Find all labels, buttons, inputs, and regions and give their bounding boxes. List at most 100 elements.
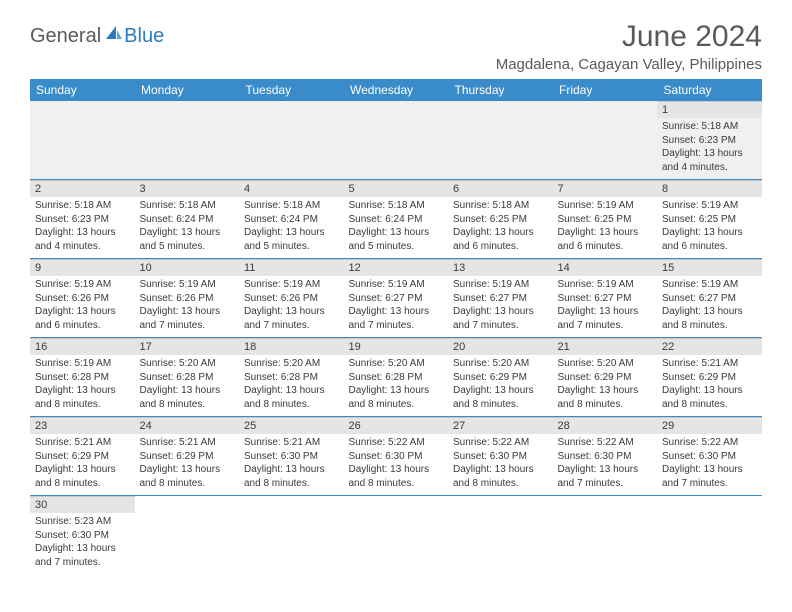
calendar-cell bbox=[553, 101, 658, 180]
daylight-line: Daylight: 13 hours and 4 minutes. bbox=[662, 147, 757, 174]
calendar-week: 9Sunrise: 5:19 AMSunset: 6:26 PMDaylight… bbox=[30, 259, 762, 338]
day-content: Sunrise: 5:21 AMSunset: 6:30 PMDaylight:… bbox=[239, 434, 344, 494]
logo: General Blue bbox=[30, 24, 164, 48]
calendar-cell: 3Sunrise: 5:18 AMSunset: 6:24 PMDaylight… bbox=[135, 180, 240, 259]
calendar-cell: 23Sunrise: 5:21 AMSunset: 6:29 PMDayligh… bbox=[30, 417, 135, 496]
sunset-line: Sunset: 6:28 PM bbox=[349, 371, 444, 385]
day-content: Sunrise: 5:19 AMSunset: 6:26 PMDaylight:… bbox=[135, 276, 240, 336]
sunset-line: Sunset: 6:30 PM bbox=[558, 450, 653, 464]
day-number: 28 bbox=[553, 417, 658, 434]
calendar-cell bbox=[135, 101, 240, 180]
month-title: June 2024 bbox=[496, 20, 762, 54]
day-content: Sunrise: 5:20 AMSunset: 6:29 PMDaylight:… bbox=[553, 355, 658, 415]
day-content: Sunrise: 5:18 AMSunset: 6:23 PMDaylight:… bbox=[657, 118, 762, 178]
sunrise-line: Sunrise: 5:18 AM bbox=[662, 120, 757, 134]
logo-text-2: Blue bbox=[124, 25, 164, 48]
daylight-line: Daylight: 13 hours and 8 minutes. bbox=[662, 384, 757, 411]
calendar-cell bbox=[344, 496, 449, 575]
day-number: 1 bbox=[657, 101, 762, 118]
day-number: 22 bbox=[657, 338, 762, 355]
daylight-line: Daylight: 13 hours and 8 minutes. bbox=[244, 463, 339, 490]
day-number: 24 bbox=[135, 417, 240, 434]
day-number: 23 bbox=[30, 417, 135, 434]
day-number: 21 bbox=[553, 338, 658, 355]
sunrise-line: Sunrise: 5:22 AM bbox=[662, 436, 757, 450]
daylight-line: Daylight: 13 hours and 8 minutes. bbox=[140, 384, 235, 411]
calendar-cell bbox=[30, 101, 135, 180]
sunrise-line: Sunrise: 5:20 AM bbox=[453, 357, 548, 371]
weekday-header: Thursday bbox=[448, 79, 553, 101]
calendar-cell: 19Sunrise: 5:20 AMSunset: 6:28 PMDayligh… bbox=[344, 338, 449, 417]
day-number: 2 bbox=[30, 180, 135, 197]
day-content: Sunrise: 5:18 AMSunset: 6:24 PMDaylight:… bbox=[239, 197, 344, 257]
calendar-cell: 12Sunrise: 5:19 AMSunset: 6:27 PMDayligh… bbox=[344, 259, 449, 338]
day-content: Sunrise: 5:21 AMSunset: 6:29 PMDaylight:… bbox=[30, 434, 135, 494]
sunset-line: Sunset: 6:29 PM bbox=[453, 371, 548, 385]
sunset-line: Sunset: 6:30 PM bbox=[349, 450, 444, 464]
calendar-cell: 30Sunrise: 5:23 AMSunset: 6:30 PMDayligh… bbox=[30, 496, 135, 575]
day-content: Sunrise: 5:20 AMSunset: 6:28 PMDaylight:… bbox=[135, 355, 240, 415]
sunset-line: Sunset: 6:30 PM bbox=[244, 450, 339, 464]
calendar-cell: 9Sunrise: 5:19 AMSunset: 6:26 PMDaylight… bbox=[30, 259, 135, 338]
sunset-line: Sunset: 6:24 PM bbox=[244, 213, 339, 227]
sunrise-line: Sunrise: 5:18 AM bbox=[35, 199, 130, 213]
sunset-line: Sunset: 6:30 PM bbox=[662, 450, 757, 464]
sunset-line: Sunset: 6:23 PM bbox=[662, 134, 757, 148]
daylight-line: Daylight: 13 hours and 8 minutes. bbox=[349, 384, 444, 411]
calendar-cell: 4Sunrise: 5:18 AMSunset: 6:24 PMDaylight… bbox=[239, 180, 344, 259]
sunrise-line: Sunrise: 5:19 AM bbox=[35, 278, 130, 292]
sunset-line: Sunset: 6:27 PM bbox=[662, 292, 757, 306]
daylight-line: Daylight: 13 hours and 5 minutes. bbox=[244, 226, 339, 253]
calendar-cell: 13Sunrise: 5:19 AMSunset: 6:27 PMDayligh… bbox=[448, 259, 553, 338]
daylight-line: Daylight: 13 hours and 8 minutes. bbox=[453, 384, 548, 411]
day-content: Sunrise: 5:18 AMSunset: 6:24 PMDaylight:… bbox=[344, 197, 449, 257]
day-content: Sunrise: 5:19 AMSunset: 6:27 PMDaylight:… bbox=[448, 276, 553, 336]
sunset-line: Sunset: 6:29 PM bbox=[662, 371, 757, 385]
day-content: Sunrise: 5:19 AMSunset: 6:27 PMDaylight:… bbox=[553, 276, 658, 336]
daylight-line: Daylight: 13 hours and 7 minutes. bbox=[140, 305, 235, 332]
sunrise-line: Sunrise: 5:20 AM bbox=[349, 357, 444, 371]
sunrise-line: Sunrise: 5:20 AM bbox=[140, 357, 235, 371]
daylight-line: Daylight: 13 hours and 7 minutes. bbox=[558, 305, 653, 332]
sunrise-line: Sunrise: 5:22 AM bbox=[558, 436, 653, 450]
day-content: Sunrise: 5:18 AMSunset: 6:25 PMDaylight:… bbox=[448, 197, 553, 257]
sunrise-line: Sunrise: 5:18 AM bbox=[453, 199, 548, 213]
sunset-line: Sunset: 6:29 PM bbox=[140, 450, 235, 464]
day-content: Sunrise: 5:19 AMSunset: 6:26 PMDaylight:… bbox=[239, 276, 344, 336]
day-number: 14 bbox=[553, 259, 658, 276]
calendar-week: 1Sunrise: 5:18 AMSunset: 6:23 PMDaylight… bbox=[30, 101, 762, 180]
day-number: 9 bbox=[30, 259, 135, 276]
sunset-line: Sunset: 6:28 PM bbox=[244, 371, 339, 385]
calendar-cell bbox=[239, 101, 344, 180]
day-number: 29 bbox=[657, 417, 762, 434]
sunset-line: Sunset: 6:27 PM bbox=[558, 292, 653, 306]
location: Magdalena, Cagayan Valley, Philippines bbox=[496, 56, 762, 73]
calendar-week: 30Sunrise: 5:23 AMSunset: 6:30 PMDayligh… bbox=[30, 496, 762, 575]
sunrise-line: Sunrise: 5:20 AM bbox=[558, 357, 653, 371]
calendar-cell bbox=[344, 101, 449, 180]
sunset-line: Sunset: 6:29 PM bbox=[35, 450, 130, 464]
calendar-table: SundayMondayTuesdayWednesdayThursdayFrid… bbox=[30, 79, 762, 574]
daylight-line: Daylight: 13 hours and 5 minutes. bbox=[349, 226, 444, 253]
weekday-header: Wednesday bbox=[344, 79, 449, 101]
calendar-cell bbox=[448, 496, 553, 575]
daylight-line: Daylight: 13 hours and 8 minutes. bbox=[662, 305, 757, 332]
calendar-cell: 20Sunrise: 5:20 AMSunset: 6:29 PMDayligh… bbox=[448, 338, 553, 417]
sunset-line: Sunset: 6:25 PM bbox=[453, 213, 548, 227]
day-number: 10 bbox=[135, 259, 240, 276]
daylight-line: Daylight: 13 hours and 5 minutes. bbox=[140, 226, 235, 253]
calendar-cell: 24Sunrise: 5:21 AMSunset: 6:29 PMDayligh… bbox=[135, 417, 240, 496]
daylight-line: Daylight: 13 hours and 6 minutes. bbox=[453, 226, 548, 253]
calendar-cell: 22Sunrise: 5:21 AMSunset: 6:29 PMDayligh… bbox=[657, 338, 762, 417]
sunset-line: Sunset: 6:30 PM bbox=[35, 529, 130, 543]
calendar-cell bbox=[448, 101, 553, 180]
daylight-line: Daylight: 13 hours and 8 minutes. bbox=[558, 384, 653, 411]
daylight-line: Daylight: 13 hours and 7 minutes. bbox=[349, 305, 444, 332]
day-number: 30 bbox=[30, 496, 135, 513]
title-block: June 2024 Magdalena, Cagayan Valley, Phi… bbox=[496, 20, 762, 73]
day-number: 11 bbox=[239, 259, 344, 276]
sail-icon bbox=[103, 24, 123, 48]
day-content: Sunrise: 5:19 AMSunset: 6:27 PMDaylight:… bbox=[657, 276, 762, 336]
daylight-line: Daylight: 13 hours and 7 minutes. bbox=[558, 463, 653, 490]
day-content: Sunrise: 5:20 AMSunset: 6:28 PMDaylight:… bbox=[239, 355, 344, 415]
